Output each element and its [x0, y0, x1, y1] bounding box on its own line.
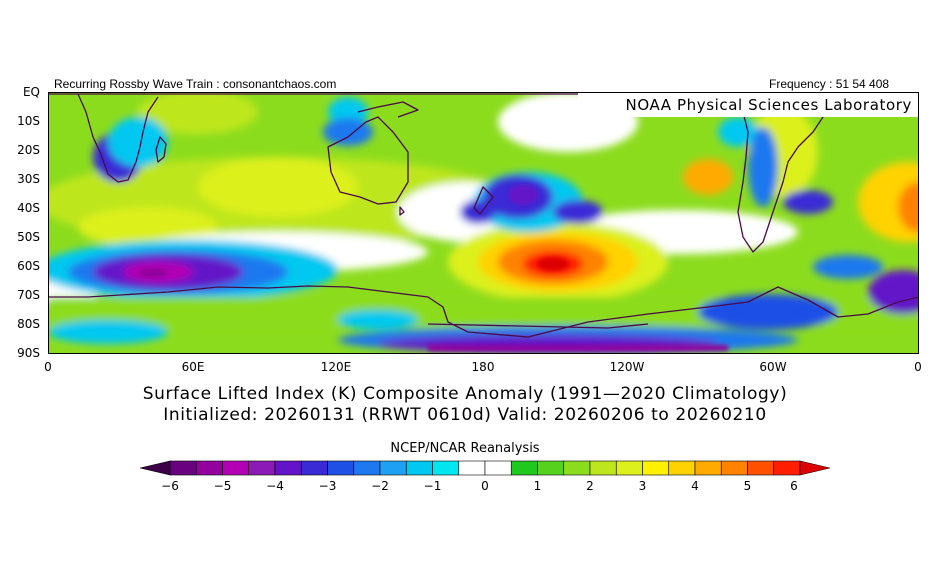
- colorbar-cell: [537, 460, 565, 476]
- colorbar-label: 2: [586, 479, 594, 493]
- anomaly-map: [48, 92, 919, 354]
- colorbar-label: −2: [371, 479, 389, 493]
- colorbar: [140, 460, 830, 476]
- colorbar-cell: [169, 460, 197, 476]
- colorbar-cell: [300, 460, 328, 476]
- anomaly-andes-blue: [748, 127, 778, 207]
- lat-label-80s: 80S: [17, 317, 40, 331]
- lat-label-90s: 90S: [17, 346, 40, 360]
- lon-label-120e: 120E: [320, 360, 352, 374]
- lab-label: NOAA Physical Sciences Laboratory: [625, 96, 912, 114]
- colorbar-right-arrow: [799, 460, 830, 476]
- anomaly-indonesia-blue: [323, 118, 373, 146]
- colorbar-label: 5: [743, 479, 752, 493]
- colorbar-cells: [169, 460, 801, 476]
- coastline-madagascar: [155, 136, 167, 163]
- anomaly-field: [48, 92, 919, 354]
- anomaly-indian-north: [138, 92, 258, 134]
- colorbar-cell: [773, 460, 801, 476]
- colorbar-label: 3: [638, 479, 647, 493]
- anomaly-scotia-blue: [813, 255, 883, 279]
- lat-label-eq: EQ: [22, 85, 40, 99]
- colorbar-cell: [615, 460, 643, 476]
- colorbar-cell: [248, 460, 276, 476]
- colorbar-label: 0: [481, 479, 489, 493]
- anomaly-swpac-purple: [508, 185, 538, 205]
- anomaly-australia-yellow: [198, 157, 358, 217]
- colorbar-label: −6: [161, 479, 179, 493]
- colorbar-label: −1: [423, 479, 442, 493]
- colorbar-cell: [274, 460, 302, 476]
- lon-label-60e: 60E: [181, 360, 205, 374]
- colorbar-cell: [432, 460, 460, 476]
- anomaly-indian-violet: [138, 268, 168, 278]
- colorbar-cell: [484, 460, 512, 476]
- lat-label-70s: 70S: [17, 288, 40, 302]
- lat-label-60s: 60S: [17, 259, 40, 273]
- lab-label-box: NOAA Physical Sciences Laboratory: [578, 93, 918, 117]
- colorbar-cell: [668, 460, 696, 476]
- anomaly-ross-violet: [428, 345, 728, 351]
- anomaly-satl-blue: [783, 190, 833, 214]
- coastline-new-zealand: [473, 186, 494, 215]
- anomaly-sepac-darkred: [537, 257, 569, 271]
- coastline-tasmania: [399, 206, 405, 216]
- colorbar-label: −4: [266, 479, 284, 493]
- colorbar-label: 6: [790, 479, 798, 493]
- coastline-south-america: [737, 93, 824, 253]
- colorbar-cell: [353, 460, 381, 476]
- colorbar-cell: [694, 460, 722, 476]
- anomaly-wilkes-cyan: [338, 310, 418, 330]
- anomaly-swpac-blue-east: [553, 200, 603, 224]
- colorbar-cell: [405, 460, 433, 476]
- lon-label-120w: 120W: [609, 360, 645, 374]
- colorbar-cell: [589, 460, 617, 476]
- colorbar-cell: [720, 460, 748, 476]
- lat-label-20s: 20S: [17, 143, 40, 157]
- anomaly-weddell-purple: [868, 270, 919, 314]
- colorbar-cell: [195, 460, 223, 476]
- colorbar-cell: [222, 460, 250, 476]
- lat-label-40s: 40S: [17, 201, 40, 215]
- colorbar-left-arrow: [140, 460, 171, 476]
- anomaly-southpacific-orange: [683, 159, 733, 195]
- colorbar-label: −3: [318, 479, 337, 493]
- map-svg: [48, 92, 919, 354]
- anomaly-africa-cyan: [108, 117, 168, 167]
- map-title-line2: Initialized: 20260131 (RRWT 0610d) Valid…: [163, 405, 767, 425]
- anomaly-eastantarctic-cyan: [48, 320, 168, 344]
- coastline-australia: [327, 116, 409, 205]
- credit-label: Recurring Rossby Wave Train : consonantc…: [54, 77, 337, 91]
- lat-label-10s: 10S: [17, 114, 40, 128]
- lon-label-180: 180: [471, 360, 495, 374]
- map-title-line1: Surface Lifted Index (K) Composite Anoma…: [142, 384, 788, 404]
- lon-label-0: 0: [44, 360, 52, 374]
- colorbar-cell: [642, 460, 670, 476]
- lat-label-50s: 50S: [17, 230, 40, 244]
- lat-label-30s: 30S: [17, 172, 40, 186]
- lon-label-60w: 60W: [759, 360, 787, 374]
- coastline-antarctica: [48, 285, 919, 338]
- colorbar-cell: [327, 460, 355, 476]
- anomaly-strong-cores: [138, 185, 728, 351]
- lon-label-0-east: 0: [914, 360, 922, 374]
- colorbar-cell: [510, 460, 538, 476]
- colorbar-label: −5: [213, 479, 232, 493]
- coastline-ross-ice-shelf: [427, 323, 649, 329]
- colorbar-cell: [458, 460, 486, 476]
- colorbar-label: 1: [533, 479, 542, 493]
- anomaly-atlantic-darkorange: [898, 182, 919, 232]
- colorbar-cell: [747, 460, 775, 476]
- data-source-label: NCEP/NCAR Reanalysis: [390, 441, 540, 456]
- colorbar-cell: [563, 460, 591, 476]
- anomaly-bellingshausen-blue: [698, 294, 838, 330]
- coastline-africa: [77, 93, 159, 183]
- coastline-new-guinea: [357, 101, 419, 118]
- colorbar-cell: [379, 460, 407, 476]
- frequency-label: Frequency : 51 54 408: [769, 77, 890, 91]
- colorbar-label: 4: [691, 479, 699, 493]
